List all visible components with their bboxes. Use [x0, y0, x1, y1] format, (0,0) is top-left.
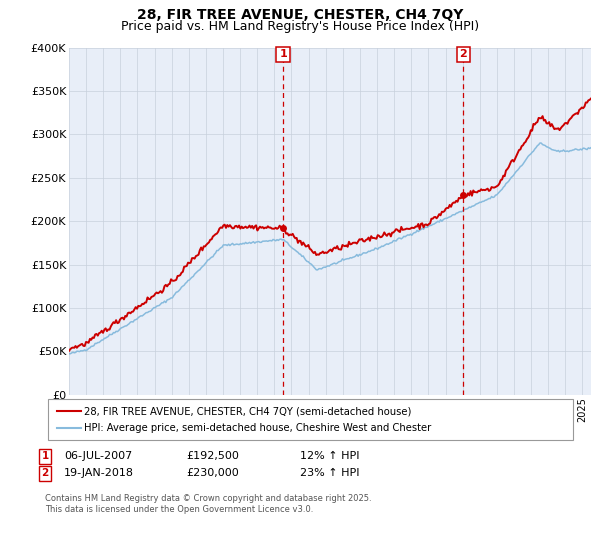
Text: HPI: Average price, semi-detached house, Cheshire West and Chester: HPI: Average price, semi-detached house,…	[84, 423, 431, 433]
Text: 23% ↑ HPI: 23% ↑ HPI	[300, 468, 359, 478]
Text: 2: 2	[460, 49, 467, 59]
Text: £192,500: £192,500	[186, 451, 239, 461]
Text: 06-JUL-2007: 06-JUL-2007	[64, 451, 133, 461]
Text: Contains HM Land Registry data © Crown copyright and database right 2025.: Contains HM Land Registry data © Crown c…	[45, 494, 371, 503]
Text: 2: 2	[41, 468, 49, 478]
Text: 1: 1	[41, 451, 49, 461]
Text: 28, FIR TREE AVENUE, CHESTER, CH4 7QY (semi-detached house): 28, FIR TREE AVENUE, CHESTER, CH4 7QY (s…	[84, 407, 412, 417]
Text: 1: 1	[279, 49, 287, 59]
Text: 19-JAN-2018: 19-JAN-2018	[64, 468, 134, 478]
Text: £230,000: £230,000	[186, 468, 239, 478]
Text: This data is licensed under the Open Government Licence v3.0.: This data is licensed under the Open Gov…	[45, 505, 313, 514]
Text: Price paid vs. HM Land Registry's House Price Index (HPI): Price paid vs. HM Land Registry's House …	[121, 20, 479, 32]
Text: 28, FIR TREE AVENUE, CHESTER, CH4 7QY: 28, FIR TREE AVENUE, CHESTER, CH4 7QY	[137, 8, 463, 22]
Text: 12% ↑ HPI: 12% ↑ HPI	[300, 451, 359, 461]
